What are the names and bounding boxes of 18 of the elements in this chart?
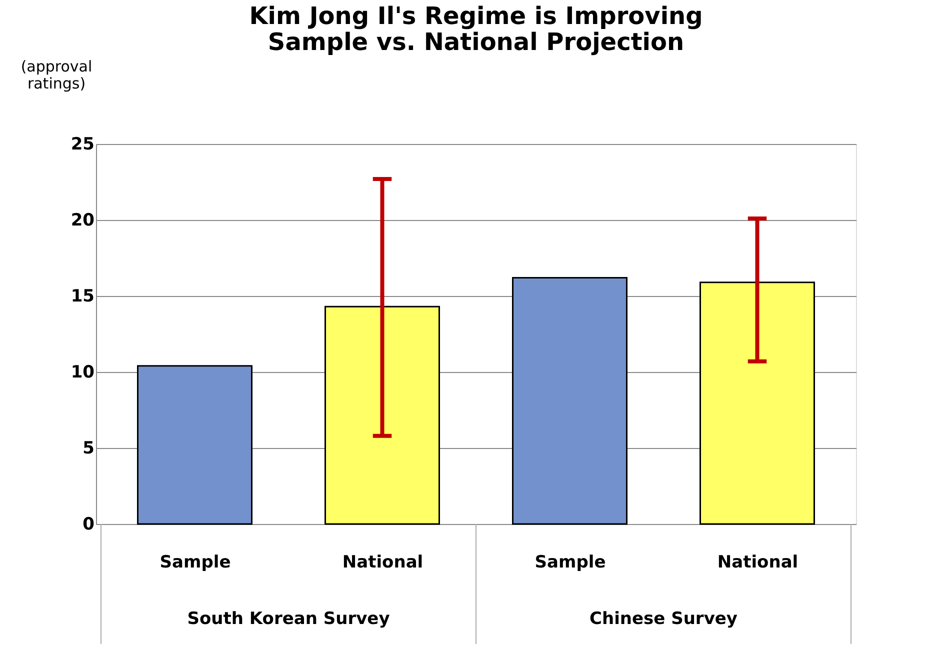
y-tick-label: 25 (70, 134, 94, 154)
text: South Korean Survey (187, 609, 390, 629)
bar (700, 282, 815, 525)
y-tick-label: 15 (70, 286, 94, 306)
x-tick-label: National (342, 552, 424, 572)
text: Kim Jong Il's Regime is Improving (249, 2, 703, 30)
y-tick-label: 10 (70, 362, 95, 382)
y-tick-label: 0 (82, 514, 95, 534)
y-tick-label: 5 (82, 438, 94, 458)
bar (512, 277, 628, 525)
x-tick-label: Sample (160, 552, 231, 572)
y-axis-title: (approval ratings) (20, 58, 92, 92)
x-tick-label: National (717, 552, 798, 572)
x-tick-label: Sample (534, 552, 606, 572)
text: Sample vs. National Projection (268, 28, 684, 56)
y-tick-label: 20 (70, 210, 95, 230)
bar (137, 365, 252, 525)
text: Chinese Survey (589, 609, 738, 629)
